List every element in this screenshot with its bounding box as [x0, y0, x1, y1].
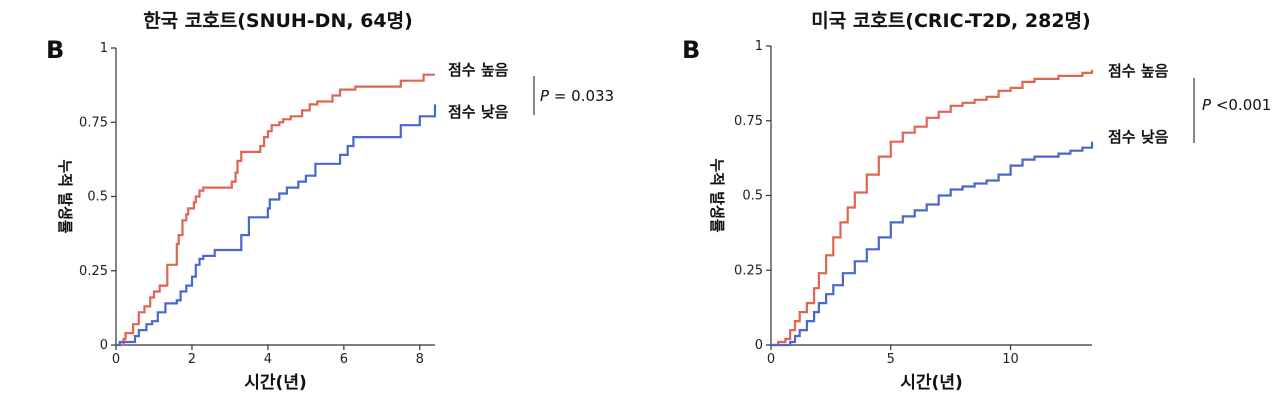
x-tick-label: 5: [887, 352, 895, 367]
y-tick-label: 0.25: [734, 263, 763, 278]
series-line-high: [116, 73, 435, 347]
p-value-text: <0.001: [1211, 96, 1271, 114]
p-value: P <0.001: [1202, 96, 1271, 114]
series-line-low: [116, 104, 437, 347]
chart-title: 미국 코호트(CRIC-T2D, 282명): [811, 10, 1090, 32]
y-tick-label: 0: [755, 338, 763, 353]
x-axis-label: 시간(년): [900, 373, 962, 393]
y-axis-label: 누적 발생률: [56, 159, 74, 233]
series-line-low: [771, 141, 1094, 347]
y-tick-label: 0: [100, 338, 108, 353]
x-tick-label: 10: [1002, 352, 1019, 367]
p-value: P = 0.033: [540, 87, 614, 105]
p-value-text: = 0.033: [549, 87, 614, 105]
x-tick-label: 2: [188, 352, 196, 367]
x-axis-label: 시간(년): [244, 373, 306, 393]
series-label-low: 점수 낮음: [1108, 128, 1169, 146]
y-tick-label: 0.75: [79, 115, 108, 130]
series-label-high: 점수 높음: [448, 61, 509, 79]
y-axis-label: 누적 발생률: [708, 158, 726, 232]
panel-letter: B: [682, 36, 700, 64]
y-tick-label: 0.5: [742, 189, 763, 204]
y-tick-label: 1: [755, 39, 763, 54]
panel-letter: B: [46, 36, 64, 64]
x-tick-label: 6: [340, 352, 348, 367]
y-tick-label: 0.25: [79, 264, 108, 279]
chart-panel-1: 한국 코호트(SNUH-DN, 64명) B 0 0.25 0.5 0.75 1 0 2 4 6 8 시…: [46, 10, 614, 393]
x-tick-label: 0: [112, 352, 120, 367]
series-label-low: 점수 낮음: [448, 103, 509, 121]
y-tick-label: 0.5: [87, 190, 108, 205]
x-tick-label: 8: [416, 352, 424, 367]
p-symbol: P: [540, 87, 550, 105]
y-tick-label: 0.75: [734, 114, 763, 129]
chart-title: 한국 코호트(SNUH-DN, 64명): [143, 10, 413, 32]
x-tick-label: 0: [767, 352, 775, 367]
series-label-high: 점수 높음: [1108, 62, 1169, 80]
y-tick-label: 1: [100, 41, 108, 56]
series-line-high: [771, 69, 1094, 347]
x-tick-label: 4: [264, 352, 272, 367]
p-symbol: P: [1202, 96, 1212, 114]
